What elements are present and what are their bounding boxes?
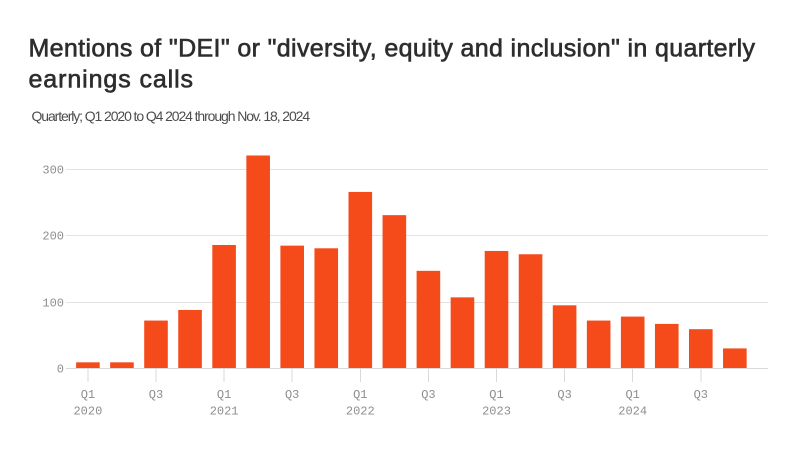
- svg-text:2021: 2021: [210, 405, 239, 419]
- svg-text:Q3: Q3: [421, 388, 435, 402]
- svg-text:2022: 2022: [346, 405, 375, 419]
- svg-text:Quarterly; Q1 2020 to Q4 2024: Quarterly; Q1 2020 to Q4 2024 through No…: [32, 108, 311, 124]
- svg-text:300: 300: [42, 164, 64, 178]
- svg-text:200: 200: [42, 230, 64, 244]
- svg-text:Q3: Q3: [557, 388, 571, 402]
- svg-text:Q1: Q1: [489, 388, 503, 402]
- svg-text:2024: 2024: [618, 405, 647, 419]
- svg-text:2020: 2020: [73, 405, 102, 419]
- svg-text:0: 0: [57, 363, 64, 377]
- svg-text:earnings calls: earnings calls: [29, 66, 194, 94]
- svg-text:Q3: Q3: [694, 388, 708, 402]
- svg-text:Q1: Q1: [217, 388, 231, 402]
- svg-text:Q1: Q1: [81, 388, 95, 402]
- svg-text:Mentions of "DEI" or "diversit: Mentions of "DEI" or "diversity, equity …: [29, 35, 756, 63]
- svg-text:100: 100: [42, 297, 64, 311]
- svg-text:Q1: Q1: [353, 388, 367, 402]
- svg-text:Q3: Q3: [285, 388, 299, 402]
- svg-text:Q1: Q1: [625, 388, 639, 402]
- svg-text:Q3: Q3: [149, 388, 163, 402]
- svg-text:2023: 2023: [482, 405, 511, 419]
